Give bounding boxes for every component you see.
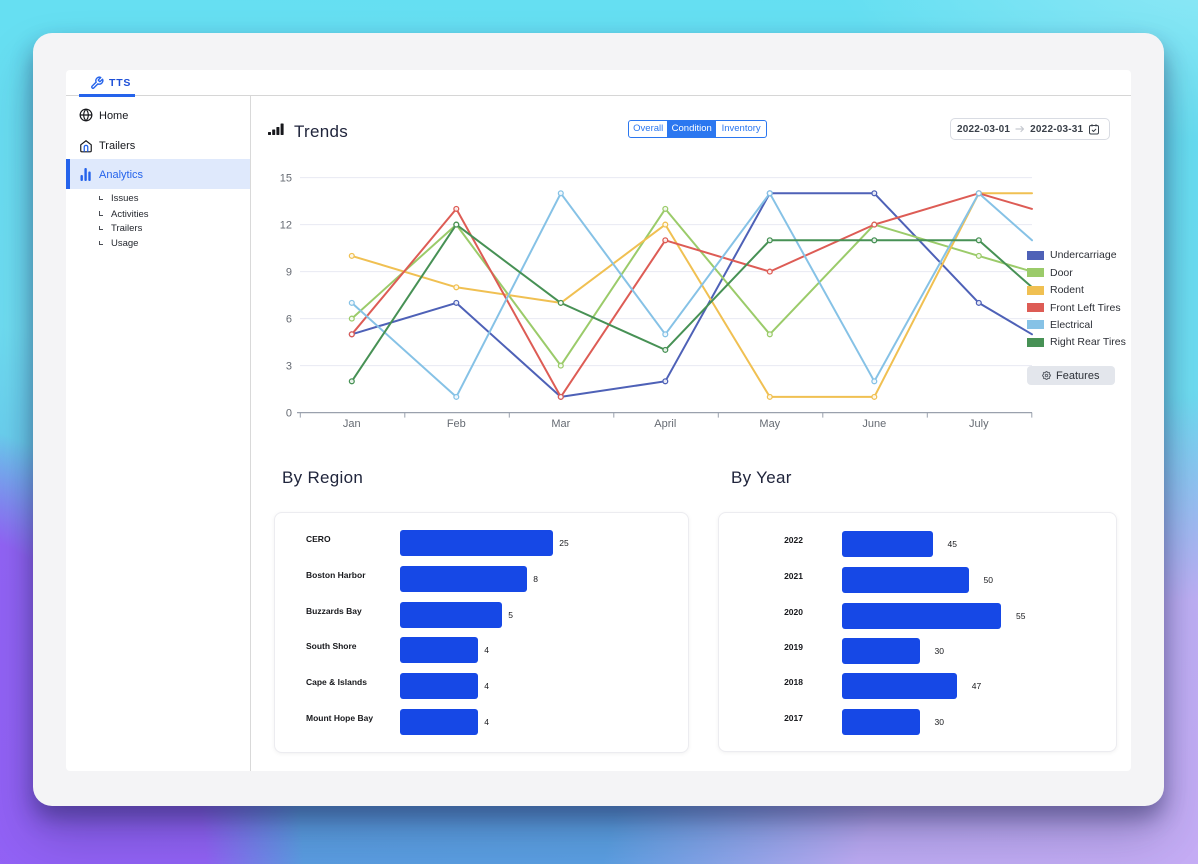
svg-text:May: May: [759, 418, 780, 430]
svg-text:Mar: Mar: [551, 418, 570, 430]
svg-text:12: 12: [280, 219, 292, 231]
svg-text:Feb: Feb: [447, 418, 466, 430]
svg-text:April: April: [654, 418, 676, 430]
svg-text:June: June: [862, 418, 886, 430]
svg-text:3: 3: [286, 360, 292, 372]
svg-text:6: 6: [286, 313, 292, 325]
svg-text:0: 0: [286, 407, 292, 419]
svg-text:Jan: Jan: [343, 418, 361, 430]
svg-text:9: 9: [286, 266, 292, 278]
svg-text:July: July: [969, 418, 989, 430]
svg-text:15: 15: [280, 172, 292, 184]
